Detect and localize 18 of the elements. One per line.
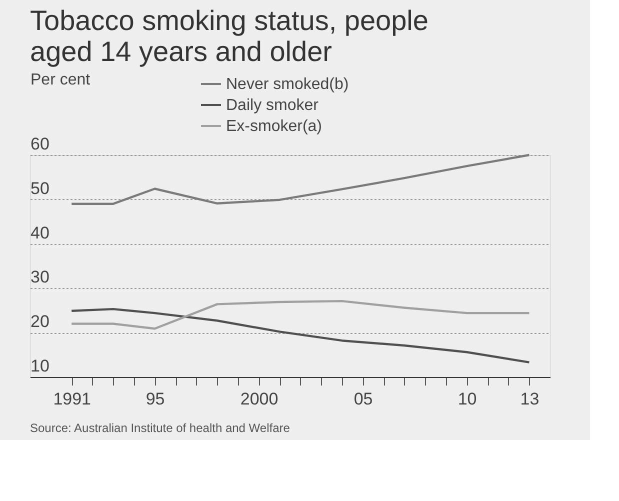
x-tick-label: 2000 bbox=[240, 390, 278, 408]
y-tick-label: 20 bbox=[30, 312, 50, 332]
y-tick-label: 30 bbox=[30, 268, 50, 287]
source-note: Source: Australian Institute of health and Welfare bbox=[30, 421, 290, 435]
x-tick-label: 10 bbox=[458, 390, 477, 408]
y-tick-label: 40 bbox=[30, 223, 50, 242]
y-tick-label: 60 bbox=[30, 134, 50, 154]
x-tick-label: 05 bbox=[354, 390, 373, 408]
x-tick-label: 1991 bbox=[53, 390, 92, 408]
y-tick-label: 50 bbox=[30, 178, 50, 198]
y-tick-label: 10 bbox=[30, 356, 50, 376]
x-tick-label: 13 bbox=[520, 390, 540, 408]
legend-label: Daily smoker bbox=[226, 97, 320, 114]
legend-label: Never smoked(b) bbox=[226, 76, 349, 93]
chart-title: Tobacco smoking status, people aged 14 years and older bbox=[30, 5, 428, 67]
legend-label: Ex-smoker(a) bbox=[226, 118, 322, 135]
x-tick-label: 95 bbox=[146, 390, 165, 408]
y-axis-title: Per cent bbox=[30, 72, 91, 88]
